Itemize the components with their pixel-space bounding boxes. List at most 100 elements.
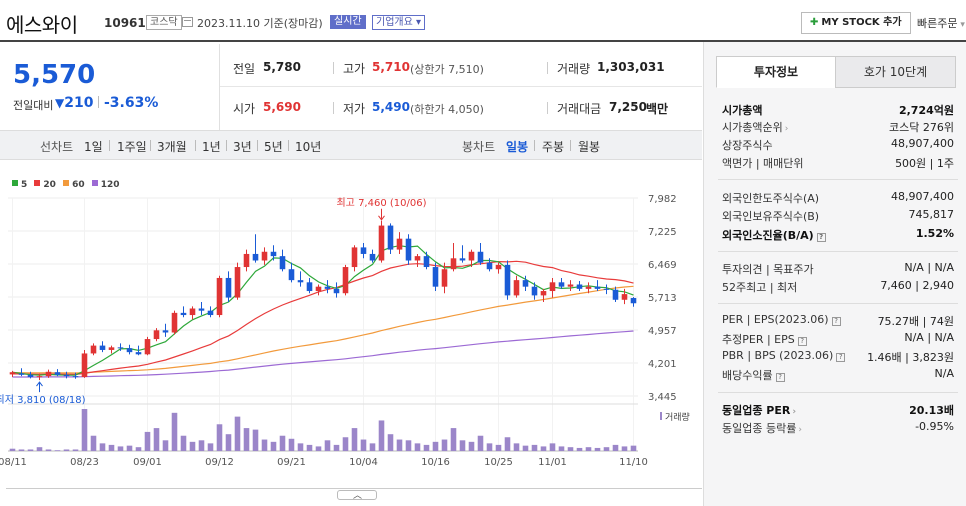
candle xyxy=(432,262,439,292)
industry-rate-row[interactable]: 동일업종 등락률 › -0.95% xyxy=(722,420,954,438)
foreign-hold-label: 외국인보유주식수(B) xyxy=(722,210,820,223)
volume-bar xyxy=(90,435,97,451)
tab-daily[interactable]: 일봉 xyxy=(506,140,529,154)
x-tick-label: 11/01 xyxy=(538,457,567,468)
volume-bar xyxy=(450,428,457,451)
realtime-button[interactable]: 실시간 xyxy=(330,15,366,29)
candle-body xyxy=(405,238,412,261)
candle-body xyxy=(567,284,574,287)
divider xyxy=(835,87,956,88)
par-value: 500원 | 1주 xyxy=(895,157,954,170)
x-tick-label: 09/12 xyxy=(205,457,234,468)
tab-weekly[interactable]: 주봉 xyxy=(542,140,565,154)
opinion-row: 투자의견 | 목표주가 N/A | N/A xyxy=(722,261,954,279)
candle xyxy=(99,341,106,353)
divider xyxy=(547,102,548,114)
tab-3y[interactable]: 3년 xyxy=(233,140,252,154)
candle-body xyxy=(288,269,295,281)
y-tick-label: 3,445 xyxy=(648,392,677,403)
foreign-ratio-label: 외국인소진율(B/A) xyxy=(722,229,814,242)
candle xyxy=(540,288,547,302)
chevron-right-icon: › xyxy=(798,425,802,435)
candle-body xyxy=(459,258,466,261)
volume-bar xyxy=(36,447,43,451)
tab-1w[interactable]: 1주일 xyxy=(117,140,147,154)
candle-body xyxy=(522,280,529,287)
company-name: 에스와이 xyxy=(6,13,78,37)
candle-body xyxy=(54,372,61,375)
x-tick-label: 09/21 xyxy=(277,457,306,468)
tab-1y[interactable]: 1년 xyxy=(202,140,221,154)
opinion-value: N/A | N/A xyxy=(904,261,954,274)
volume-bar xyxy=(360,439,367,451)
est-per-label: 추정PER | EPS xyxy=(722,333,795,346)
volume-bar xyxy=(306,444,313,451)
help-icon[interactable]: ? xyxy=(831,317,841,326)
candle xyxy=(9,370,16,378)
tab-3m[interactable]: 3개월 xyxy=(157,140,187,154)
tab-monthly[interactable]: 월봉 xyxy=(578,140,601,154)
candle xyxy=(603,284,610,295)
industry-per-row[interactable]: 동일업종 PER › 20.13배 xyxy=(722,402,954,420)
candle-body xyxy=(279,256,286,270)
help-icon[interactable]: ? xyxy=(836,353,846,362)
tab-investment-info[interactable]: 투자정보 xyxy=(716,56,836,88)
foreign-limit-value: 48,907,400 xyxy=(891,190,954,203)
candle xyxy=(81,349,88,378)
candle-body xyxy=(153,330,160,340)
help-icon[interactable]: ? xyxy=(775,373,785,382)
tab-5y[interactable]: 5년 xyxy=(264,140,283,154)
y-tick-label: 7,225 xyxy=(648,227,677,238)
help-icon[interactable]: ? xyxy=(816,233,826,242)
stock-code: 109610 xyxy=(104,16,155,30)
tab-hoga-10[interactable]: 호가 10단계 xyxy=(835,56,956,88)
candle xyxy=(378,220,385,263)
candle-body xyxy=(504,264,511,296)
divider xyxy=(220,86,702,87)
chevron-down-icon: ▾ xyxy=(957,20,965,30)
y-tick-label: 6,469 xyxy=(648,260,677,271)
tab-10y[interactable]: 10년 xyxy=(295,140,322,154)
candle xyxy=(360,243,367,259)
volume-bar xyxy=(234,416,241,451)
candle-body xyxy=(27,374,34,378)
candle xyxy=(207,306,214,318)
ma20-line xyxy=(12,260,634,376)
quick-order-button[interactable]: 빠른주문 ▾ xyxy=(917,15,965,31)
volume-bar xyxy=(603,447,610,451)
candle xyxy=(297,271,304,287)
candle-body xyxy=(36,376,43,378)
foreign-ratio-value: 1.52% xyxy=(915,227,954,240)
x-tick-label: 10/16 xyxy=(421,457,450,468)
my-stock-add-button[interactable]: ✚ MY STOCK 추가 xyxy=(801,12,911,34)
candle xyxy=(153,328,160,342)
market-cap-label: 시가총액 xyxy=(722,104,763,117)
foreign-hold-row: 외국인보유주식수(B) 745,817 xyxy=(722,208,954,226)
volume-bar xyxy=(207,443,214,451)
legend-ma60: 60 xyxy=(63,180,85,190)
candle xyxy=(495,262,502,274)
prev-close-value: 5,780 xyxy=(263,60,301,74)
candle-body xyxy=(45,371,52,377)
volume-bar xyxy=(216,424,223,451)
volume-bar xyxy=(351,428,358,451)
volume-bar xyxy=(441,439,448,451)
volume-bar xyxy=(513,443,520,451)
candle-body xyxy=(306,282,313,292)
corp-info-dropdown[interactable]: 기업개요 ▾ xyxy=(372,15,426,30)
collapse-toggle-button[interactable]: ︿ xyxy=(337,490,377,501)
upper-limit: (상한가 7,510) xyxy=(410,63,484,76)
volume-bar xyxy=(621,446,628,451)
industry-rate-label: 동일업종 등락률 xyxy=(722,422,797,435)
volume-bar xyxy=(630,445,637,451)
candle-body xyxy=(414,256,421,261)
help-icon[interactable]: ? xyxy=(797,337,807,346)
stock-chart[interactable]: 5 20 60 120 7,982 7,225 6,469 5,713 4,957 4,2… xyxy=(0,178,702,478)
candle-body xyxy=(261,251,268,261)
candle-body xyxy=(18,373,25,375)
market-cap-rank-row[interactable]: 시가총액순위 › 코스닥 276위 xyxy=(722,119,954,137)
tab-1d[interactable]: 1일 xyxy=(84,140,103,154)
volume-bar xyxy=(189,441,196,451)
candle-body xyxy=(468,251,475,261)
divider xyxy=(150,140,151,151)
